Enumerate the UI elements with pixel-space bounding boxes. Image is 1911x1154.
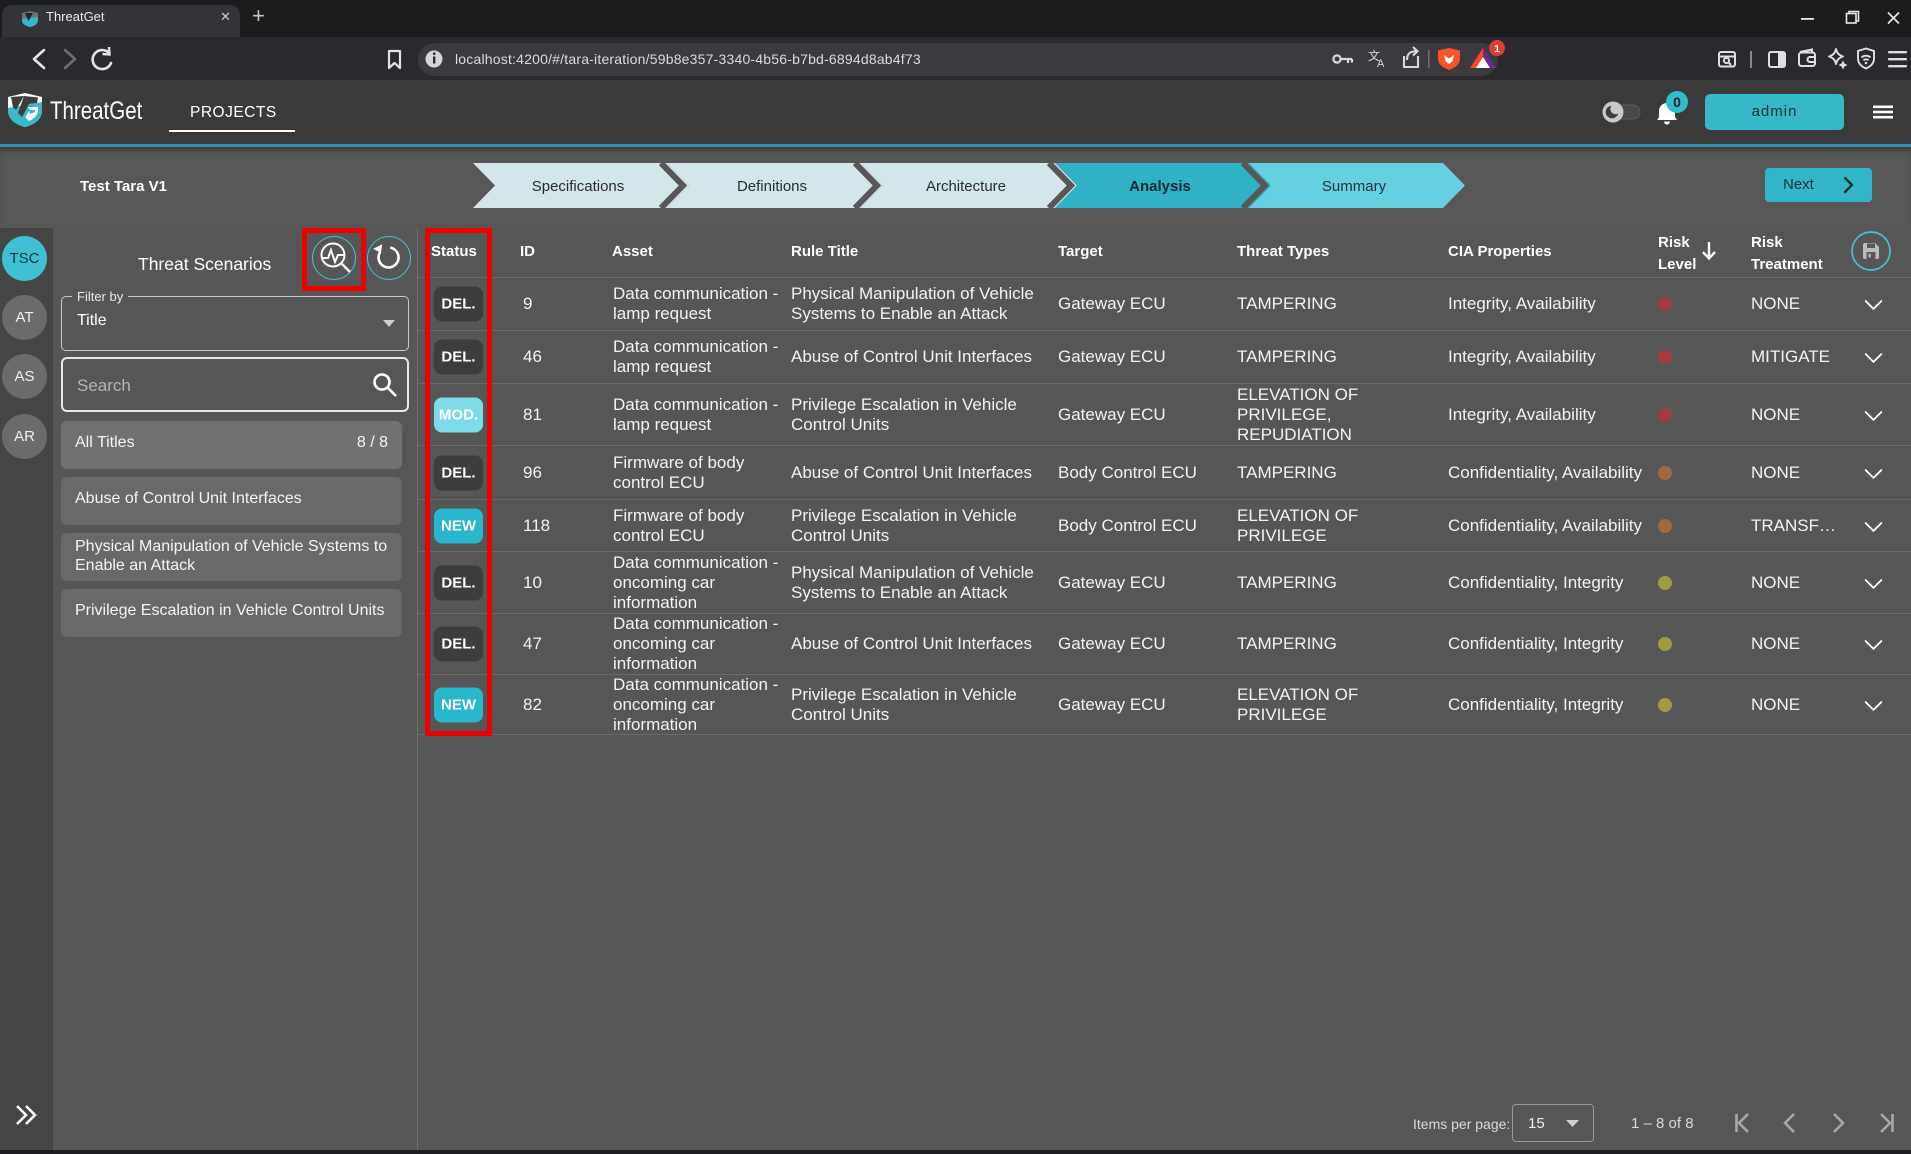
svg-text:Architecture: Architecture [926,178,1006,195]
svg-text:文: 文 [1368,48,1380,63]
svg-text:Definitions: Definitions [737,178,807,195]
svg-text:A: A [1377,58,1385,70]
svg-text:Summary: Summary [1322,178,1387,195]
svg-text:0: 0 [1673,94,1681,110]
svg-text:Analysis: Analysis [1129,178,1191,195]
svg-text:Specifications: Specifications [532,178,625,195]
svg-text:1: 1 [1494,44,1500,55]
